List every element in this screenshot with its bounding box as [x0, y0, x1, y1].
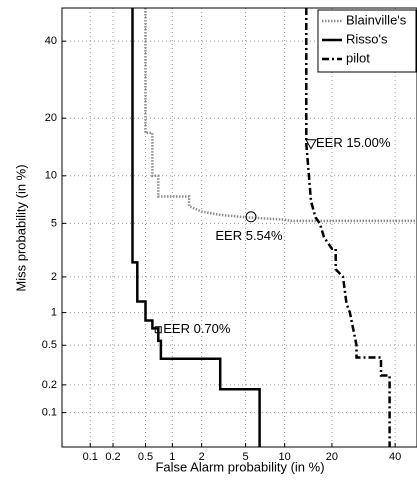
- y-tick-label: 2: [51, 271, 57, 283]
- legend-label: pilot: [346, 50, 370, 65]
- x-tick-label: 0.2: [105, 451, 120, 463]
- eer-label: EER 5.54%: [215, 228, 283, 243]
- y-tick-label: 10: [45, 170, 57, 182]
- x-tick-label: 20: [326, 451, 338, 463]
- series-line: [305, 8, 391, 447]
- y-tick-label: 5: [51, 217, 57, 229]
- plot-area: [62, 8, 417, 447]
- eer-marker: [154, 326, 162, 334]
- x-tick-label: 2: [199, 451, 205, 463]
- y-tick-label: 40: [45, 35, 57, 47]
- plot-frame: [61, 7, 417, 448]
- eer-label: EER 15.00%: [316, 135, 391, 150]
- x-tick-label: 40: [389, 451, 401, 463]
- x-tick-label: 10: [279, 451, 291, 463]
- x-tick-label: 5: [243, 451, 249, 463]
- y-tick-label: 0.1: [42, 407, 57, 419]
- y-tick-label: 0.2: [42, 379, 57, 391]
- x-tick-label: 0.1: [83, 451, 98, 463]
- y-tick-label: 0.5: [42, 339, 57, 351]
- legend-label: Risso's: [346, 31, 388, 46]
- y-axis-label: Miss probability (in %): [13, 164, 28, 291]
- eer-marker: [245, 211, 257, 223]
- x-tick-label: 1: [169, 451, 175, 463]
- eer-marker: [305, 139, 317, 150]
- y-tick-label: 20: [45, 112, 57, 124]
- x-tick-label: 0.5: [138, 451, 153, 463]
- series-line: [144, 8, 417, 223]
- y-tick-label: 1: [51, 307, 57, 319]
- legend-label: Blainville's: [346, 12, 407, 27]
- x-axis-label: False Alarm probability (in %): [155, 459, 324, 474]
- eer-label: EER 0.70%: [163, 321, 231, 336]
